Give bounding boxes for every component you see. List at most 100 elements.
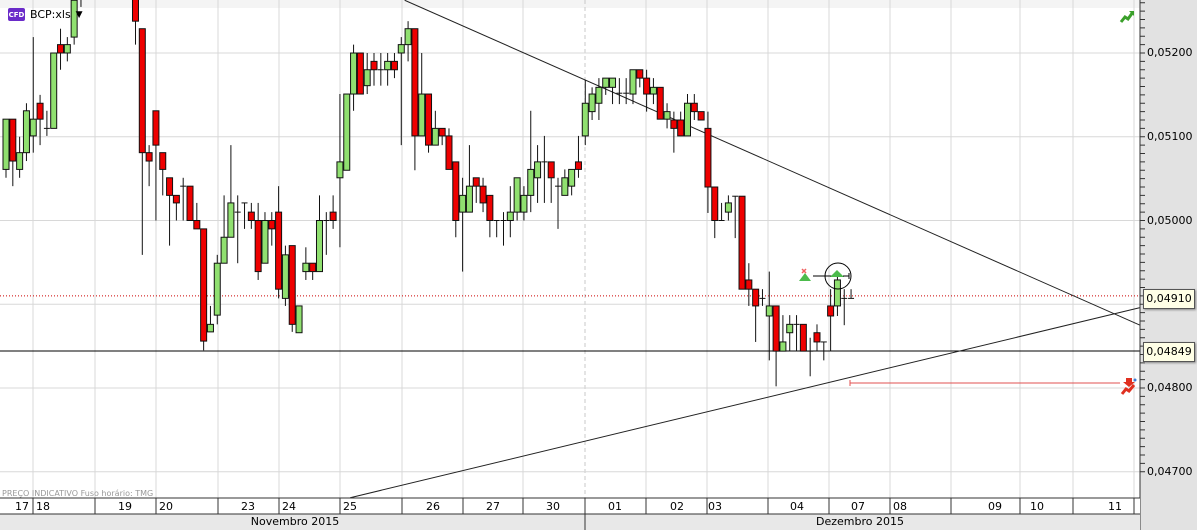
candle bbox=[57, 28, 65, 70]
sell-signal-icon[interactable] bbox=[799, 268, 811, 281]
candle bbox=[623, 78, 630, 105]
candle-body bbox=[302, 262, 310, 273]
day-label: 07 bbox=[851, 500, 865, 513]
candle-body bbox=[425, 93, 433, 146]
candle-body bbox=[813, 332, 821, 343]
trendline[interactable] bbox=[350, 307, 1141, 499]
candle bbox=[370, 53, 378, 86]
trend-up-icon[interactable] bbox=[1119, 11, 1135, 23]
candle bbox=[555, 177, 562, 229]
candle bbox=[848, 289, 855, 299]
day-label: 04 bbox=[790, 500, 804, 513]
candle bbox=[336, 94, 344, 248]
candle bbox=[63, 37, 71, 62]
candle-body bbox=[513, 177, 521, 213]
candle bbox=[213, 254, 221, 325]
candle-body bbox=[656, 86, 664, 120]
candle-body bbox=[799, 323, 807, 352]
candle bbox=[820, 341, 827, 361]
price-axis-ticks bbox=[1140, 2, 1145, 473]
candle bbox=[50, 52, 58, 129]
month-label: Novembro 2015 bbox=[250, 515, 340, 528]
candle-body bbox=[684, 102, 691, 137]
candle-body bbox=[213, 262, 221, 316]
candle-body bbox=[765, 305, 773, 317]
candle-body bbox=[16, 152, 24, 170]
candle-body bbox=[479, 185, 487, 204]
candle-body bbox=[227, 202, 235, 238]
candle bbox=[793, 315, 800, 352]
dropdown-caret-icon[interactable]: ▼ bbox=[75, 9, 83, 20]
symbol-name: BCP:xls bbox=[30, 8, 71, 21]
alert-icon[interactable] bbox=[1120, 378, 1137, 395]
candle-body bbox=[356, 52, 364, 95]
candle bbox=[356, 52, 364, 95]
price-tick-label: 0,05100 bbox=[1147, 129, 1193, 143]
candle bbox=[656, 86, 664, 120]
candle bbox=[684, 94, 691, 137]
candle-body bbox=[534, 161, 542, 179]
day-separators bbox=[32, 498, 1135, 514]
day-label: 17 bbox=[15, 500, 29, 513]
candle bbox=[138, 28, 146, 255]
day-label: 19 bbox=[118, 500, 132, 513]
candle bbox=[561, 169, 569, 196]
current-price-label: 0,04910 bbox=[1143, 289, 1195, 309]
candle-body bbox=[9, 118, 17, 162]
trendline[interactable] bbox=[404, 0, 1141, 326]
day-axis bbox=[0, 498, 1140, 514]
candle-body bbox=[315, 220, 323, 273]
candle-body bbox=[704, 127, 712, 188]
candle-body bbox=[411, 28, 419, 137]
candle bbox=[323, 212, 330, 255]
candle-body bbox=[588, 93, 596, 113]
candle bbox=[534, 145, 542, 203]
candle-body bbox=[527, 168, 535, 196]
candle-body bbox=[247, 211, 255, 221]
candle-body bbox=[384, 60, 392, 71]
candle bbox=[827, 289, 835, 352]
candle-body bbox=[445, 135, 453, 170]
candle bbox=[2, 118, 10, 178]
candle-body bbox=[50, 52, 58, 129]
day-label: 02 bbox=[670, 500, 684, 513]
candle bbox=[581, 79, 589, 146]
candle-body bbox=[670, 119, 678, 129]
candle bbox=[70, 0, 78, 45]
candle-body bbox=[57, 44, 65, 54]
candle-body bbox=[159, 152, 167, 170]
candle bbox=[799, 323, 807, 352]
top-shade bbox=[0, 0, 1140, 8]
candle bbox=[268, 212, 276, 246]
candle bbox=[80, 0, 82, 7]
candle bbox=[295, 305, 303, 334]
candle bbox=[131, 0, 139, 45]
candle-body bbox=[418, 93, 426, 137]
candle bbox=[350, 44, 358, 111]
candle-body bbox=[649, 86, 657, 95]
symbol-selector[interactable]: CFD BCP:xls ▼ bbox=[8, 8, 83, 21]
candle-body bbox=[70, 0, 78, 38]
price-axis[interactable] bbox=[1140, 0, 1197, 530]
candle bbox=[397, 37, 405, 146]
day-label: 20 bbox=[159, 500, 173, 513]
day-label: 26 bbox=[426, 500, 440, 513]
candle bbox=[288, 245, 296, 332]
day-label: 11 bbox=[1108, 500, 1122, 513]
candle bbox=[418, 53, 426, 137]
candle-body bbox=[431, 127, 439, 146]
buy-signal-icon[interactable] bbox=[813, 262, 852, 290]
candle-body bbox=[131, 0, 139, 22]
candle-body bbox=[581, 102, 589, 137]
candle bbox=[732, 195, 739, 239]
day-label: 03 bbox=[708, 500, 722, 513]
candle-body bbox=[390, 60, 398, 71]
candle bbox=[643, 69, 651, 112]
candle bbox=[411, 28, 419, 171]
candle bbox=[541, 135, 548, 203]
candle bbox=[247, 202, 255, 229]
plot-area[interactable] bbox=[0, 0, 1140, 498]
candle bbox=[841, 289, 848, 326]
price-tick-label: 0,05000 bbox=[1147, 213, 1193, 227]
